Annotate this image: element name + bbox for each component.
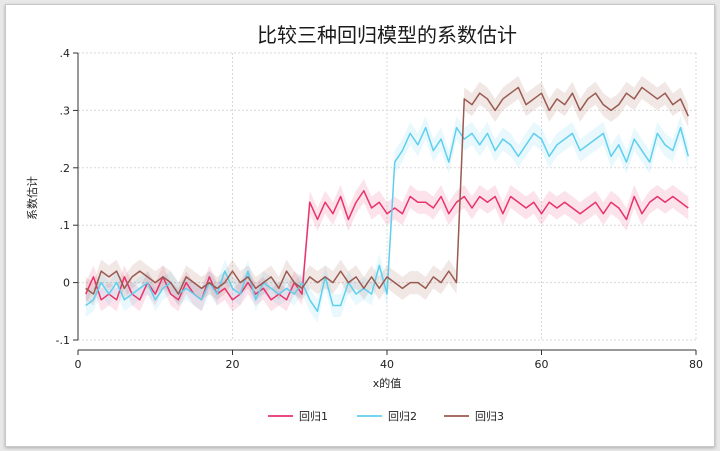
legend-label-3: 回归3 <box>475 409 504 423</box>
y-axis-label: 系数估计 <box>26 176 39 220</box>
axes: -.1 0 .1 .2 .3 .4 0 20 40 60 80 <box>56 47 703 371</box>
y-tick-label: 0 <box>63 277 70 290</box>
x-tick-label: 80 <box>689 358 703 371</box>
x-tick-label: 40 <box>380 358 394 371</box>
confidence-band-1 <box>85 179 689 312</box>
confidence-band-3 <box>85 75 689 306</box>
x-axis-label: x的值 <box>373 376 402 390</box>
legend-label-1: 回归1 <box>299 409 328 423</box>
series-line-3 <box>85 86 689 295</box>
series-line-2 <box>85 126 689 313</box>
y-tick-label: .2 <box>60 162 71 175</box>
y-tick-label: -.1 <box>56 334 70 347</box>
series-lines <box>85 86 689 313</box>
series-line-1 <box>85 190 689 301</box>
chart-frame: 比较三种回归模型的系数估计 -.1 0.1.2.3.4 0 20 40 60 80 x的值 … <box>5 4 715 447</box>
legend: 回归1 回归2 回归3 <box>268 409 504 423</box>
confidence-bands <box>85 75 689 323</box>
chart-title: 比较三种回归模型的系数估计 <box>257 23 517 47</box>
y-tick-label: .3 <box>60 104 71 117</box>
x-tick-label: 0 <box>75 358 82 371</box>
y-tick-label: .4 <box>60 47 71 60</box>
legend-label-2: 回归2 <box>388 409 417 423</box>
chart: 比较三种回归模型的系数估计 -.10.1.2.3.40 20 40 60 80 x的值 … <box>26 23 703 423</box>
x-tick-label: 60 <box>535 358 549 371</box>
y-tick-label: .1 <box>60 219 71 232</box>
x-tick-label: 20 <box>226 358 240 371</box>
